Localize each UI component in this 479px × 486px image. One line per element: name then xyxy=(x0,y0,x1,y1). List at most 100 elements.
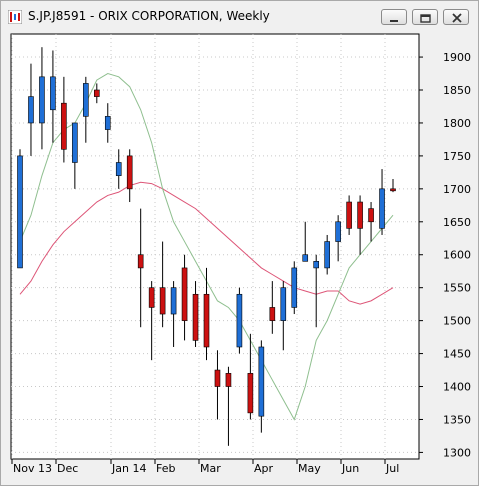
close-button[interactable] xyxy=(443,9,469,25)
y-tick-label: 1550 xyxy=(443,282,471,295)
y-tick-label: 1400 xyxy=(443,381,471,394)
close-icon xyxy=(452,13,462,23)
restore-icon xyxy=(420,14,431,23)
candle xyxy=(225,366,232,446)
candle-body xyxy=(104,116,111,130)
y-tick-label: 1350 xyxy=(443,413,471,426)
plot-area xyxy=(10,33,420,460)
candle-body xyxy=(17,155,23,269)
candle-body xyxy=(72,122,78,163)
candle-body xyxy=(335,221,341,242)
candle-body xyxy=(346,201,352,229)
candle xyxy=(83,76,89,143)
candle xyxy=(192,281,199,347)
candle-body xyxy=(313,261,320,269)
candle-body xyxy=(236,293,243,348)
candle xyxy=(258,340,265,433)
candle xyxy=(313,254,320,328)
candle-body xyxy=(50,76,56,111)
candle-body xyxy=(137,254,144,269)
candle xyxy=(148,281,155,361)
y-tick-label: 1300 xyxy=(443,446,471,459)
y-tick-label: 1850 xyxy=(443,84,471,97)
candle-body xyxy=(181,267,188,321)
candle-body xyxy=(126,155,133,190)
title-bar[interactable]: S.JP.J8591 - ORIX CORPORATION, Weekly xyxy=(1,1,478,31)
candle xyxy=(247,333,254,420)
candle xyxy=(357,195,363,255)
restore-button[interactable] xyxy=(412,9,438,25)
candle-body xyxy=(280,287,287,321)
candle-body xyxy=(170,287,177,315)
candle-body xyxy=(115,162,122,176)
candle xyxy=(104,103,111,143)
candle xyxy=(269,281,276,334)
candle xyxy=(93,83,100,104)
candle-body xyxy=(203,293,210,348)
x-tick-label: Nov 13 xyxy=(13,462,52,475)
candle xyxy=(39,47,45,150)
candle xyxy=(280,281,287,351)
candle xyxy=(126,149,133,203)
candle-body xyxy=(291,267,298,308)
window-title: S.JP.J8591 - ORIX CORPORATION, Weekly xyxy=(28,9,270,23)
candle xyxy=(61,76,67,163)
candle-body xyxy=(214,369,221,387)
candle xyxy=(368,202,374,242)
minimize-button[interactable] xyxy=(381,9,407,25)
candle-body xyxy=(390,188,396,192)
candle-body xyxy=(269,307,276,321)
candle xyxy=(72,122,78,189)
candle xyxy=(291,261,298,315)
candle-body xyxy=(302,254,309,262)
candle xyxy=(302,221,309,262)
candle xyxy=(335,215,341,262)
candle xyxy=(390,178,396,193)
x-tick-label: Jul xyxy=(385,462,399,475)
x-tick-label: May xyxy=(298,462,321,475)
candle xyxy=(170,281,177,347)
candle xyxy=(50,50,56,143)
candle-body xyxy=(192,293,199,341)
candle xyxy=(28,63,34,156)
chart-app-icon xyxy=(8,10,22,24)
y-tick-label: 1800 xyxy=(443,117,471,130)
candle xyxy=(214,350,221,420)
x-tick-label: Jan 14 xyxy=(111,462,146,475)
candle-body xyxy=(368,208,374,223)
y-tick-label: 1650 xyxy=(443,216,471,229)
candle-body xyxy=(83,83,89,117)
candle xyxy=(181,254,188,341)
candle xyxy=(236,287,243,354)
y-tick-label: 1450 xyxy=(443,348,471,361)
x-tick-label: Dec xyxy=(57,462,78,475)
candle xyxy=(137,208,144,328)
candle-body xyxy=(357,201,363,229)
candle xyxy=(159,241,166,328)
candle-body xyxy=(39,76,45,124)
candle xyxy=(379,169,385,235)
candle-body xyxy=(258,346,265,417)
minimize-icon xyxy=(390,20,398,22)
candle-body xyxy=(148,287,155,308)
y-tick-label: 1600 xyxy=(443,249,471,262)
x-tick-label: Feb xyxy=(156,462,175,475)
candle-body xyxy=(93,89,100,97)
candle-body xyxy=(61,102,67,150)
candle-body xyxy=(225,373,232,387)
candle-body xyxy=(28,96,34,124)
y-tick-label: 1700 xyxy=(443,183,471,196)
candle xyxy=(203,267,210,361)
candle xyxy=(324,234,330,275)
candle xyxy=(115,149,122,189)
y-tick-label: 1500 xyxy=(443,315,471,328)
candle-body xyxy=(159,287,166,315)
x-tick-label: Apr xyxy=(254,462,274,475)
candle xyxy=(17,149,23,269)
candle-body xyxy=(247,373,254,414)
candle-body xyxy=(379,188,385,229)
x-tick-label: Jun xyxy=(341,462,359,475)
candle xyxy=(346,195,352,235)
